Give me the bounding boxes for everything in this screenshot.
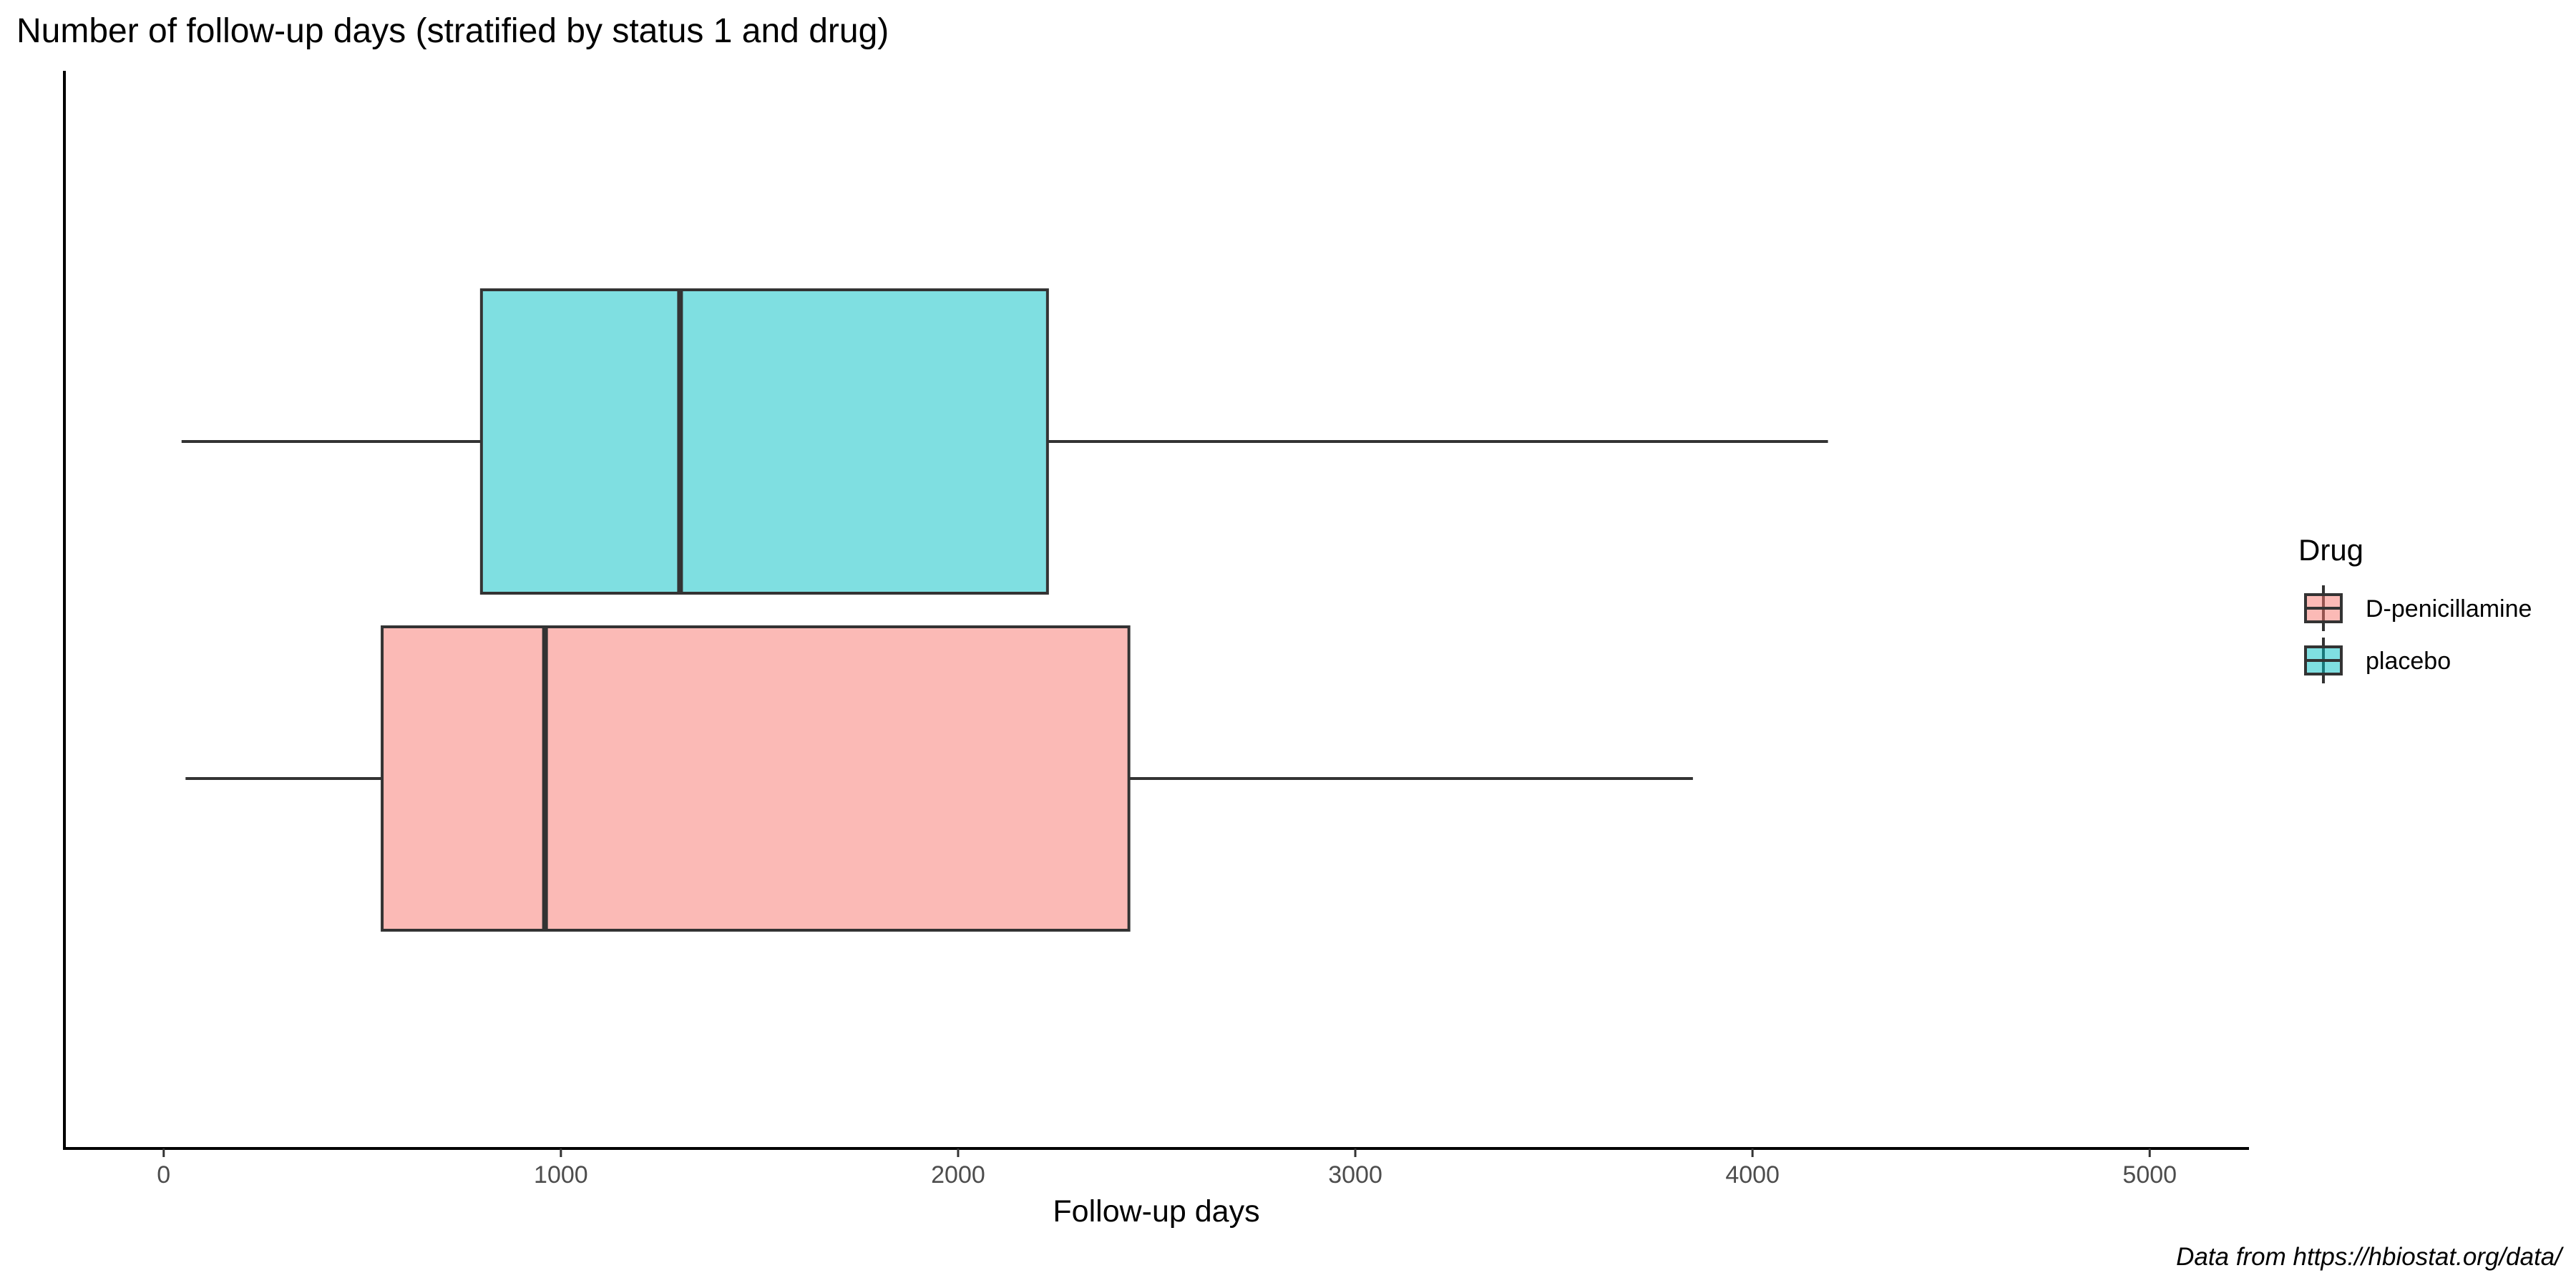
x-tick-label-5000: 5000	[2122, 1161, 2177, 1189]
legend-entry-placebo: placebo	[2304, 638, 2451, 683]
x-tick-label-4000: 4000	[1725, 1161, 1780, 1189]
box-placebo	[181, 288, 1828, 595]
x-tick-label-2000: 2000	[931, 1161, 985, 1189]
iqr-box-placebo	[479, 288, 1049, 595]
x-tick-label-3000: 3000	[1328, 1161, 1382, 1189]
x-tick-label-1000: 1000	[534, 1161, 588, 1189]
legend: Drug D-penicillamine placebo	[2298, 533, 2532, 683]
box-d-penicillamine	[185, 625, 1693, 932]
chart-title: Number of follow-up days (stratified by …	[16, 12, 889, 50]
x-axis-label: Follow-up days	[1053, 1194, 1259, 1229]
legend-entry-d-penicillamine: D-penicillamine	[2304, 585, 2532, 631]
x-tick-label-0: 0	[157, 1161, 170, 1189]
iqr-box-d-penicillamine	[381, 625, 1131, 932]
plot-area	[181, 288, 1828, 932]
legend-label-d-penicillamine: D-penicillamine	[2366, 595, 2532, 623]
legend-title: Drug	[2298, 533, 2363, 567]
legend-label-placebo: placebo	[2366, 648, 2451, 675]
x-axis-ticks: 0 1000 2000 3000 4000 5000	[157, 1148, 2177, 1189]
legend-entries: D-penicillamine placebo	[2304, 585, 2532, 683]
chart-caption: Data from https://hbiostat.org/data/	[2176, 1243, 2564, 1271]
